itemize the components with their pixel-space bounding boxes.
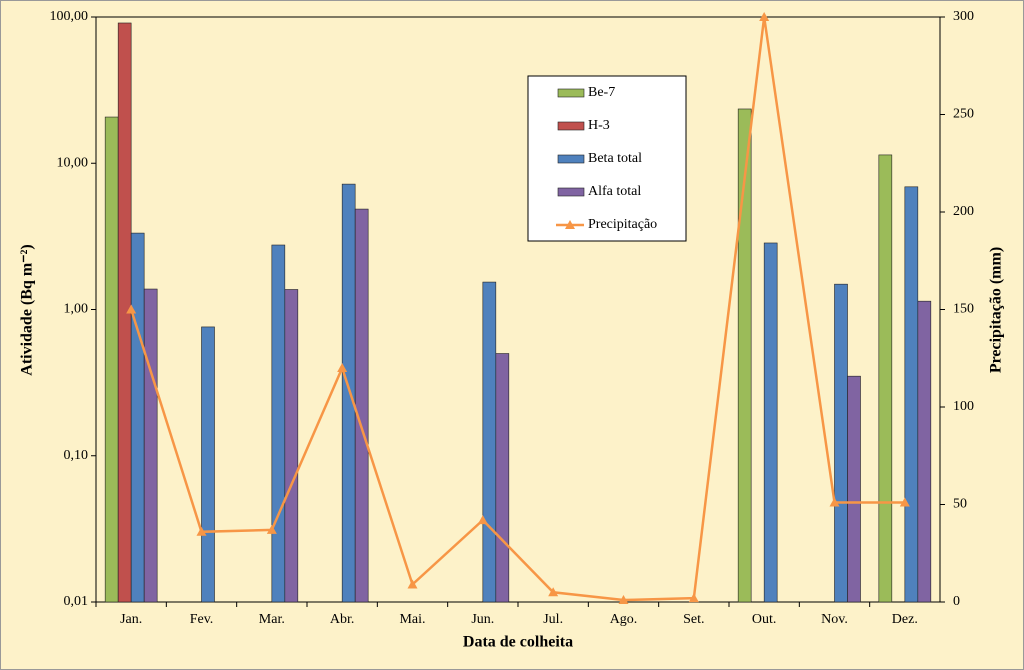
y2-tick-label: 250 — [953, 107, 974, 122]
y2-tick-label: 200 — [953, 204, 974, 219]
x-tick-label: Jan. — [120, 612, 142, 627]
line-marker — [407, 579, 418, 589]
line-marker — [688, 593, 699, 603]
legend-swatch — [565, 220, 575, 229]
bar — [495, 353, 510, 603]
legend-label: Beta total — [588, 151, 642, 166]
bar — [482, 281, 497, 603]
line-marker — [759, 12, 770, 21]
legend-label: Precipitação — [588, 217, 657, 232]
legend-label: H-3 — [588, 118, 610, 133]
bar — [917, 300, 932, 603]
x-tick-label: Jul. — [543, 612, 563, 627]
x-tick-label: Out. — [752, 612, 777, 627]
y2-tick-label: 50 — [953, 497, 967, 512]
bar — [143, 288, 158, 603]
y2-axis-title: Precipitação (mm) — [988, 247, 1005, 373]
bar — [847, 375, 861, 603]
line-marker — [337, 363, 348, 372]
bar — [878, 154, 893, 603]
line-marker — [618, 595, 629, 605]
y2-tick-label: 300 — [953, 9, 974, 24]
x-tick-label: Abr. — [330, 612, 355, 627]
line-marker — [196, 526, 207, 536]
y-tick-label: 0,10 — [64, 448, 89, 463]
legend-swatch — [557, 187, 585, 197]
line-marker — [266, 524, 277, 534]
line-marker — [548, 587, 559, 597]
legend-label: Alfa total — [588, 184, 641, 199]
y-tick-label: 100,00 — [50, 9, 89, 24]
bar — [904, 186, 919, 603]
legend-swatch — [557, 121, 585, 131]
bar — [834, 283, 848, 603]
x-tick-label: Fev. — [190, 612, 214, 627]
y2-tick-label: 100 — [953, 399, 974, 414]
x-tick-label: Dez. — [892, 612, 918, 627]
x-tick-label: Ago. — [610, 612, 638, 627]
line-marker — [899, 497, 910, 507]
legend — [527, 75, 687, 242]
bar — [354, 208, 369, 603]
bar — [284, 289, 299, 603]
x-tick-label: Mai. — [399, 612, 425, 627]
line-marker — [126, 304, 137, 314]
x-tick-label: Jun. — [471, 612, 494, 627]
line — [129, 16, 905, 602]
x-tick-label: Set. — [683, 612, 704, 627]
y2-tick-label: 0 — [953, 594, 960, 609]
bar — [763, 242, 778, 603]
legend-swatch — [557, 88, 585, 98]
y-axis-title: Atividade (Bq m⁻²) — [19, 244, 36, 375]
bar — [341, 183, 356, 603]
line-marker — [477, 515, 488, 525]
legend-label: Be-7 — [588, 85, 615, 100]
bar — [104, 116, 119, 603]
y-tick-label: 10,00 — [57, 155, 89, 170]
plot-area — [95, 16, 941, 603]
y-tick-label: 1,00 — [64, 302, 89, 317]
legend-swatch — [557, 154, 585, 164]
bar — [130, 232, 145, 603]
y2-tick-label: 150 — [953, 302, 974, 317]
bar — [201, 326, 215, 603]
bar — [271, 244, 286, 603]
y-tick-label: 0,01 — [64, 594, 89, 609]
line-marker — [829, 497, 840, 507]
x-tick-label: Mar. — [259, 612, 285, 627]
bar — [737, 108, 752, 603]
x-axis-title: Data de colheita — [463, 634, 573, 651]
x-tick-label: Nov. — [821, 612, 848, 627]
